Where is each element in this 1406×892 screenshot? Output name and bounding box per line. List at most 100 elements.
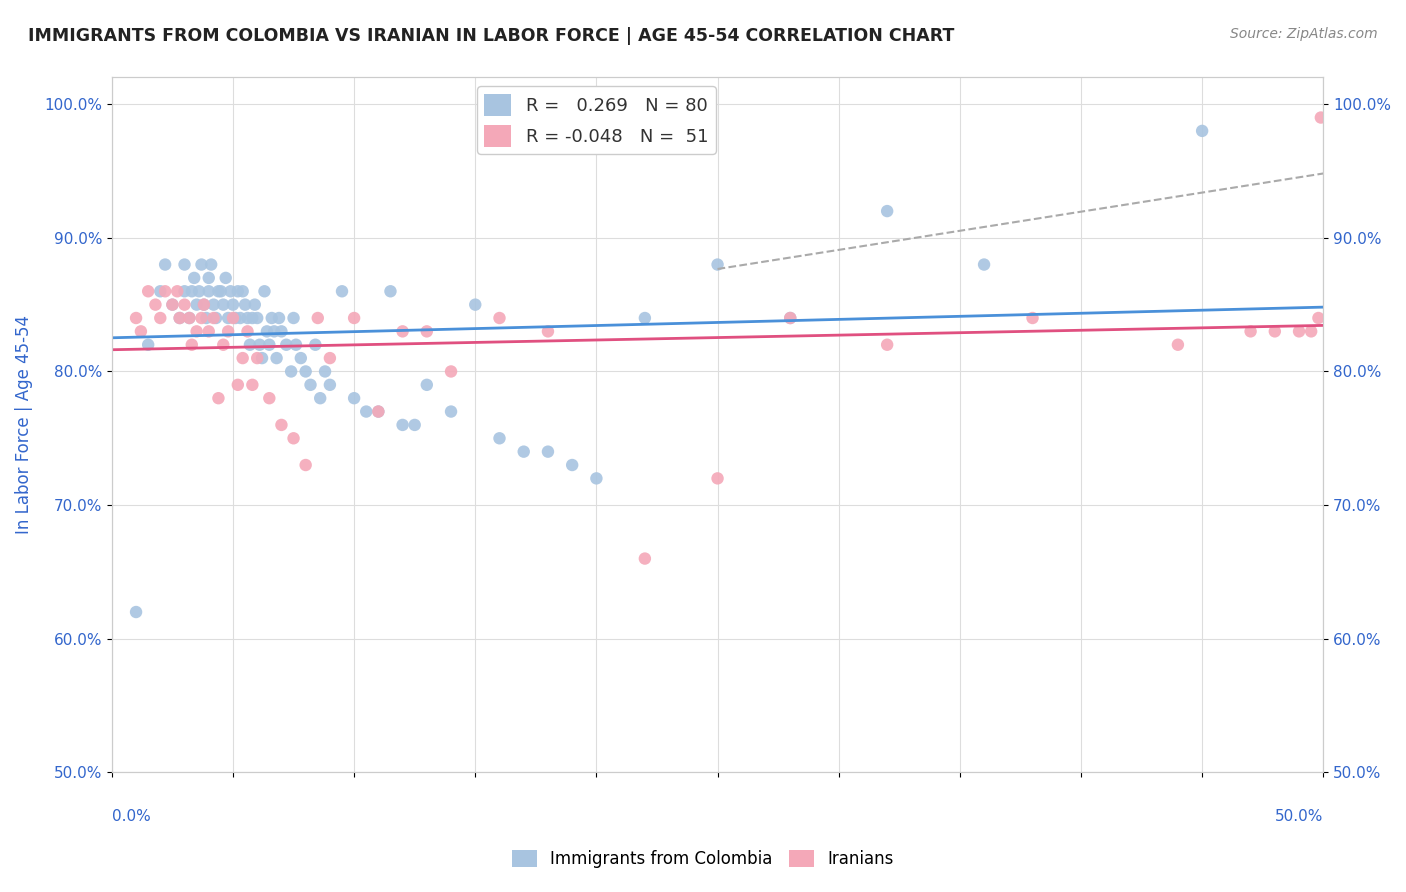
Point	[212, 298, 235, 312]
Point	[243, 298, 266, 312]
Point	[294, 364, 316, 378]
Point	[391, 324, 413, 338]
Point	[283, 311, 305, 326]
Point	[202, 311, 225, 326]
Point	[173, 285, 195, 299]
Point	[290, 351, 312, 365]
Text: Source: ZipAtlas.com: Source: ZipAtlas.com	[1230, 27, 1378, 41]
Point	[253, 285, 276, 299]
Point	[162, 298, 184, 312]
Point	[973, 258, 995, 272]
Point	[219, 285, 242, 299]
Point	[169, 311, 191, 326]
Point	[634, 311, 657, 326]
Point	[136, 337, 159, 351]
Point	[343, 311, 366, 326]
Point	[129, 324, 152, 338]
Point	[391, 417, 413, 432]
Point	[217, 311, 239, 326]
Point	[1239, 324, 1261, 338]
Point	[299, 377, 322, 392]
Point	[240, 311, 263, 326]
Point	[537, 324, 560, 338]
Point	[202, 298, 225, 312]
Point	[270, 324, 292, 338]
Point	[1191, 124, 1213, 138]
Y-axis label: In Labor Force | Age 45-54: In Labor Force | Age 45-54	[15, 316, 32, 534]
Legend: R =   0.269   N = 80, R = -0.048   N =  51: R = 0.269 N = 80, R = -0.048 N = 51	[477, 87, 716, 154]
Point	[232, 351, 254, 365]
Point	[215, 271, 238, 285]
Point	[209, 285, 232, 299]
Point	[263, 324, 285, 338]
Point	[319, 377, 342, 392]
Point	[153, 285, 176, 299]
Point	[276, 337, 298, 351]
Point	[229, 311, 252, 326]
Point	[197, 324, 219, 338]
Point	[186, 298, 208, 312]
Point	[236, 311, 259, 326]
Point	[440, 404, 463, 418]
Point	[180, 337, 202, 351]
Point	[190, 311, 212, 326]
Point	[283, 431, 305, 445]
Point	[294, 458, 316, 472]
Text: IMMIGRANTS FROM COLOMBIA VS IRANIAN IN LABOR FORCE | AGE 45-54 CORRELATION CHART: IMMIGRANTS FROM COLOMBIA VS IRANIAN IN L…	[28, 27, 955, 45]
Point	[537, 444, 560, 458]
Point	[222, 311, 245, 326]
Point	[179, 311, 201, 326]
Point	[246, 351, 269, 365]
Point	[488, 311, 510, 326]
Point	[585, 471, 607, 485]
Point	[179, 311, 201, 326]
Point	[779, 311, 801, 326]
Point	[162, 298, 184, 312]
Point	[207, 391, 229, 405]
Point	[240, 377, 263, 392]
Text: 50.0%: 50.0%	[1275, 809, 1323, 824]
Point	[212, 337, 235, 351]
Point	[190, 258, 212, 272]
Point	[125, 311, 148, 326]
Point	[205, 311, 228, 326]
Point	[367, 404, 389, 418]
Point	[304, 337, 326, 351]
Point	[266, 351, 288, 365]
Point	[285, 337, 308, 351]
Point	[634, 551, 657, 566]
Point	[197, 271, 219, 285]
Point	[226, 377, 249, 392]
Point	[166, 285, 188, 299]
Point	[136, 285, 159, 299]
Point	[330, 285, 353, 299]
Point	[343, 391, 366, 405]
Point	[193, 298, 215, 312]
Point	[267, 311, 290, 326]
Point	[249, 337, 271, 351]
Point	[153, 258, 176, 272]
Point	[145, 298, 167, 312]
Point	[222, 298, 245, 312]
Point	[319, 351, 342, 365]
Point	[149, 311, 172, 326]
Point	[512, 444, 534, 458]
Point	[416, 324, 439, 338]
Point	[188, 285, 211, 299]
Point	[779, 311, 801, 326]
Point	[195, 311, 218, 326]
Point	[1301, 324, 1323, 338]
Point	[250, 351, 273, 365]
Point	[464, 298, 486, 312]
Point	[193, 298, 215, 312]
Point	[561, 458, 583, 472]
Point	[314, 364, 336, 378]
Point	[200, 258, 222, 272]
Point	[488, 431, 510, 445]
Point	[876, 204, 898, 219]
Point	[259, 391, 281, 405]
Point	[1021, 311, 1043, 326]
Point	[180, 285, 202, 299]
Point	[149, 285, 172, 299]
Point	[416, 377, 439, 392]
